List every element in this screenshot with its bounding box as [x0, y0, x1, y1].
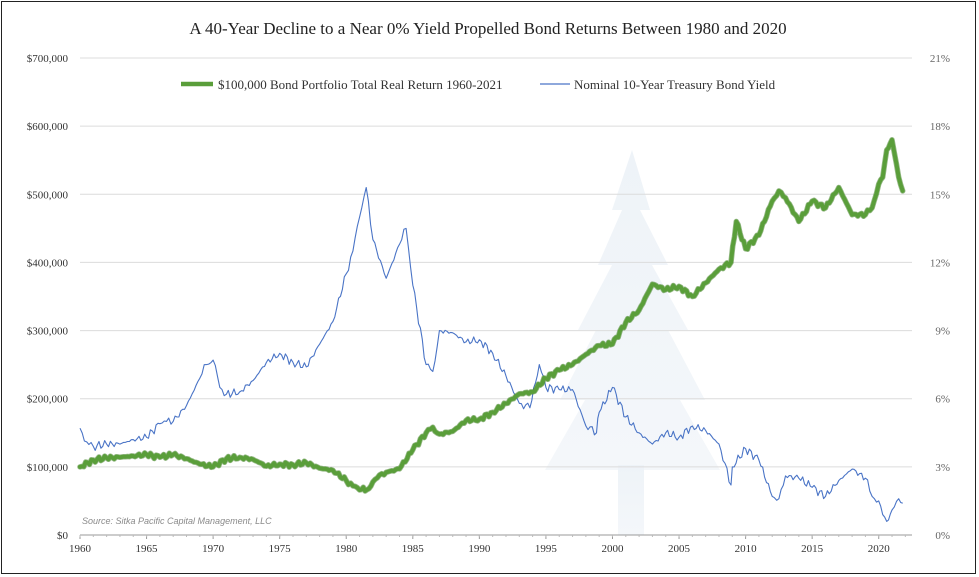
y-right-tick-label: 0% — [935, 530, 950, 542]
series-layer — [77, 137, 906, 522]
x-tick-label: 1990 — [468, 543, 491, 555]
y-right-tick-label: 21% — [930, 53, 950, 65]
chart-title: A 40-Year Decline to a Near 0% Yield Pro… — [189, 19, 786, 38]
legend: $100,000 Bond Portfolio Total Real Retur… — [181, 77, 776, 92]
y-left-tick-label: $700,000 — [27, 53, 69, 65]
x-tick-label: 2010 — [735, 543, 758, 555]
y-right-tick-label: 9% — [935, 326, 950, 338]
x-tick-label: 1980 — [335, 543, 358, 555]
left-axis: $0 $100,000 $200,000 $300,000 $400,000 $500,0… — [27, 53, 69, 542]
x-tick-label: 2015 — [801, 543, 824, 555]
legend-label-bond-portfolio: $100,000 Bond Portfolio Total Real Retur… — [218, 77, 502, 92]
tree-watermark — [545, 150, 720, 535]
y-left-tick-label: $500,000 — [27, 189, 69, 201]
y-right-tick-label: 15% — [930, 189, 950, 201]
y-left-tick-label: $0 — [57, 530, 69, 542]
y-right-tick-label: 18% — [930, 121, 950, 133]
y-right-tick-label: 12% — [930, 257, 950, 269]
y-left-tick-label: $400,000 — [27, 257, 69, 269]
y-left-tick-label: $100,000 — [27, 462, 69, 474]
y-right-tick-label: 3% — [935, 462, 950, 474]
x-tick-label: 1965 — [136, 543, 159, 555]
x-tick-label: 2005 — [668, 543, 691, 555]
source-note: Source: Sitka Pacific Capital Management… — [82, 516, 272, 526]
x-tick-label: 1995 — [535, 543, 558, 555]
x-tick-label: 1960 — [69, 543, 92, 555]
series-line-bond-portfolio — [78, 137, 905, 493]
series-line-treasury-yield — [79, 186, 903, 522]
x-tick-label: 2020 — [868, 543, 891, 555]
right-axis: 0% 3% 6% 9% 12% 15% 18% 21% — [930, 53, 950, 542]
x-axis: 1960 1965 1970 1975 1980 1985 1990 1995 2000 2005… — [69, 535, 906, 555]
x-tick-label: 1975 — [269, 543, 292, 555]
x-tick-label: 1985 — [402, 543, 425, 555]
x-tick-label: 2000 — [601, 543, 624, 555]
x-tick-label: 1970 — [202, 543, 225, 555]
y-left-tick-label: $300,000 — [27, 326, 69, 338]
y-left-tick-label: $200,000 — [27, 394, 69, 406]
y-right-tick-label: 6% — [935, 394, 950, 406]
y-left-tick-label: $600,000 — [27, 121, 69, 133]
legend-label-treasury-yield: Nominal 10-Year Treasury Bond Yield — [574, 77, 776, 92]
